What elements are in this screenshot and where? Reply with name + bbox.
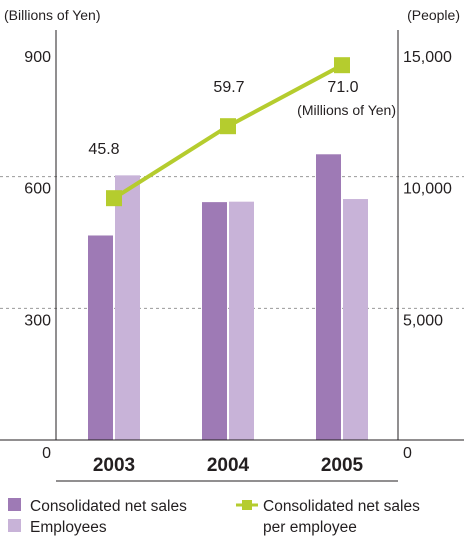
right-axis-unit-label: (People) — [407, 7, 460, 23]
bars — [88, 154, 368, 441]
legend-label-sales: Consolidated net sales — [30, 498, 187, 515]
data-label-2005: 71.0 — [327, 79, 358, 96]
legend-label-per-employee-2: per employee — [263, 519, 357, 536]
legend-marker-per-employee — [242, 500, 252, 510]
bar-employees-2004 — [229, 201, 254, 440]
data-labels: 45.8 59.7 71.0 — [88, 79, 358, 158]
line-unit-annotation: (Millions of Yen) — [297, 102, 396, 118]
legend-label-employees: Employees — [30, 519, 107, 536]
left-axis-unit-label: (Billions of Yen) — [4, 7, 101, 23]
gridlines — [0, 176, 464, 309]
line-point-2004 — [220, 118, 236, 135]
right-tick-1: 5,000 — [403, 312, 443, 329]
data-label-2003: 45.8 — [88, 141, 119, 158]
left-tick-2: 600 — [24, 181, 51, 198]
right-tick-2: 10,000 — [403, 181, 452, 198]
line-point-2003 — [106, 190, 122, 207]
left-tick-3: 900 — [24, 49, 51, 66]
category-label-2004: 2004 — [207, 455, 250, 476]
data-label-2004: 59.7 — [213, 79, 244, 96]
line-point-2005 — [334, 57, 350, 74]
legend: Consolidated net sales Employees Consolida… — [8, 498, 420, 536]
bar-employees-2003 — [115, 175, 140, 440]
right-tick-3: 15,000 — [403, 49, 452, 66]
legend-swatch-employees — [8, 519, 21, 532]
bar-sales-2004 — [202, 202, 227, 440]
category-label-2005: 2005 — [321, 455, 364, 476]
category-labels: 2003 2004 2005 — [93, 455, 364, 476]
left-tick-0: 0 — [42, 445, 51, 462]
legend-swatch-sales — [8, 498, 21, 511]
legend-label-per-employee-1: Consolidated net sales — [263, 498, 420, 515]
left-tick-1: 300 — [24, 312, 51, 329]
bar-sales-2005 — [316, 154, 341, 441]
bar-sales-2003 — [88, 235, 113, 440]
right-tick-0: 0 — [403, 445, 412, 462]
tick-labels: 0 300 600 900 0 5,000 10,000 15,000 — [24, 49, 452, 462]
category-label-2003: 2003 — [93, 455, 135, 476]
line-series — [106, 57, 350, 207]
bar-employees-2005 — [343, 199, 368, 440]
